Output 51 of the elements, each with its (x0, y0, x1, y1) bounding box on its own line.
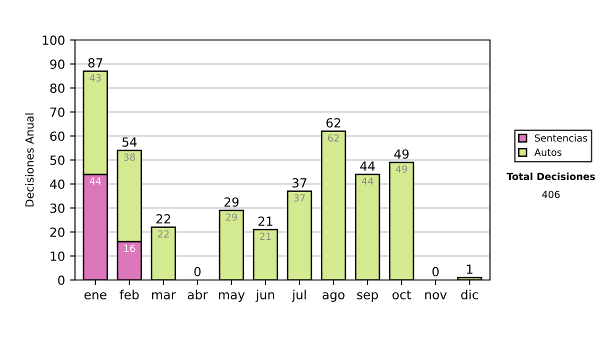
y-tick-label: 50 (50, 155, 64, 165)
x-tick-label: mar (152, 292, 176, 300)
total-label: 49 (394, 149, 409, 159)
total-label: 54 (122, 137, 137, 147)
data-label: 44 (362, 178, 374, 185)
total-label: 44 (360, 161, 375, 171)
y-tick-label: 60 (50, 131, 64, 141)
data-label: 21 (260, 232, 271, 240)
total-label: 62 (326, 118, 340, 128)
total-label: 37 (292, 178, 306, 188)
text: Total Decisiones (506, 172, 595, 180)
y-tick-label: 20 (50, 227, 64, 237)
text: 406 (542, 190, 560, 198)
total-label: 87 (88, 58, 102, 68)
data-label: 62 (328, 134, 339, 142)
y-tick-label: 90 (50, 59, 64, 69)
y-tick-label: 10 (50, 251, 64, 261)
y-tick-label: 70 (50, 107, 64, 117)
x-tick-label: sep (357, 292, 378, 302)
x-tick-label: jun (256, 290, 274, 302)
legend-label: Sentencias (534, 134, 588, 142)
x-tick-label: abr (188, 290, 208, 300)
total-label: 29 (224, 197, 239, 207)
y-tick-label: 30 (50, 203, 64, 213)
legend-label: Autos (534, 148, 562, 156)
data-label: 22 (158, 230, 169, 238)
data-label: 29 (226, 213, 237, 221)
x-tick-label: oct (392, 290, 411, 300)
x-tick-label: ago (322, 292, 344, 302)
data-label: 49 (396, 165, 408, 173)
x-tick-label: dic (461, 290, 478, 300)
x-tick-label: ene (84, 292, 106, 300)
y-tick-label: 80 (50, 83, 64, 93)
y-tick-label: 100 (42, 35, 64, 45)
data-label: 43 (90, 74, 101, 82)
x-tick-label: feb (120, 290, 139, 300)
y-axis-title: Decisiones Anual (25, 114, 34, 206)
data-label: 16 (124, 244, 135, 252)
y-tick-label: 0 (58, 275, 64, 285)
y-tick-label: 40 (50, 179, 64, 189)
total-label: 21 (258, 216, 272, 226)
total-label: 22 (156, 214, 170, 224)
total-label: 1 (466, 264, 472, 274)
x-tick-label: may (218, 292, 245, 302)
data-label: 44 (90, 178, 102, 185)
data-label: 38 (124, 153, 135, 161)
x-tick-label: jul (292, 290, 306, 302)
data-label: 37 (294, 194, 305, 202)
x-tick-label: nov (425, 292, 447, 300)
total-label: 0 (194, 266, 201, 276)
total-label: 0 (432, 266, 439, 276)
